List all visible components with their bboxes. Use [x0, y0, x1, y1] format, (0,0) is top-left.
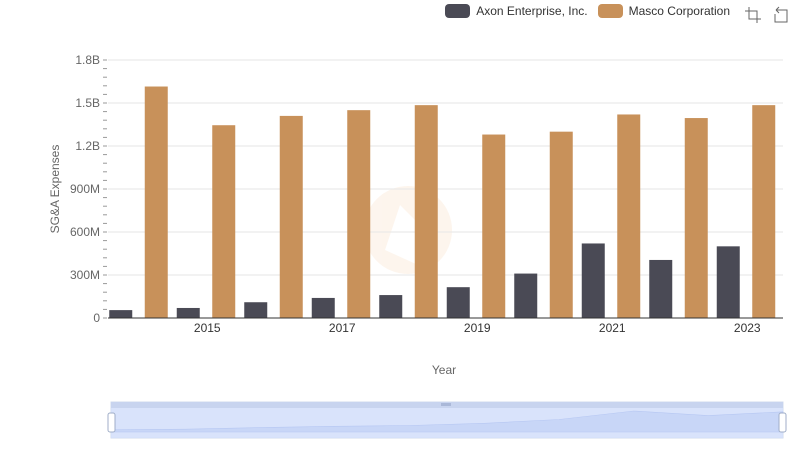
chart-legend: Axon Enterprise, Inc. Masco Corporation: [445, 4, 730, 18]
x-tick-label: 2015: [194, 321, 221, 335]
bar-masco-2021[interactable]: [617, 114, 641, 318]
bar-axon-2017[interactable]: [311, 297, 335, 318]
bar-axon-2023[interactable]: [716, 246, 740, 318]
bar-masco-2023[interactable]: [752, 105, 776, 319]
restore-icon[interactable]: [772, 6, 790, 24]
bar-masco-2016[interactable]: [279, 115, 303, 319]
zoom-drag-handle[interactable]: [441, 403, 451, 406]
bar-masco-2020[interactable]: [549, 131, 573, 318]
legend-swatch-masco: [597, 4, 623, 18]
bar-axon-2016[interactable]: [244, 302, 268, 318]
zoom-handle-right[interactable]: [778, 412, 787, 433]
bar-axon-2020[interactable]: [514, 273, 538, 318]
bar-masco-2017[interactable]: [347, 110, 371, 319]
bar-masco-2019[interactable]: [482, 134, 506, 318]
bar-axon-2018[interactable]: [379, 295, 403, 318]
y-axis-label: SG&A Expenses: [48, 145, 62, 234]
x-axis-label: Year: [432, 363, 456, 377]
zoom-icon[interactable]: [744, 6, 762, 24]
y-tick-label: 900M: [70, 182, 100, 196]
zoom-preview-line: [110, 410, 784, 433]
legend-label-masco: Masco Corporation: [628, 4, 730, 18]
y-tick-label: 1.2B: [75, 139, 100, 153]
y-tick-label: 1.8B: [75, 53, 100, 67]
x-tick-label: 2021: [599, 321, 626, 335]
legend-item-masco[interactable]: Masco Corporation: [597, 4, 730, 18]
bar-axon-2015[interactable]: [176, 307, 200, 318]
bar-series: [109, 86, 776, 319]
y-tick-label: 300M: [70, 268, 100, 282]
zoom-handle-left[interactable]: [107, 412, 116, 433]
bar-axon-2021[interactable]: [581, 243, 605, 318]
bar-axon-2019[interactable]: [446, 287, 470, 318]
bar-axon-2022[interactable]: [649, 259, 673, 318]
x-tick-label: 2023: [734, 321, 761, 335]
bar-axon-2014[interactable]: [109, 310, 133, 318]
legend-item-axon[interactable]: Axon Enterprise, Inc.: [445, 4, 588, 18]
legend-label-axon: Axon Enterprise, Inc.: [476, 4, 588, 18]
x-tick-label: 2019: [464, 321, 491, 335]
watermark-logo: [364, 186, 452, 274]
x-axis: 2015 2017 2019 2021 2023: [108, 317, 783, 335]
y-axis-ticks: 0 300M 600M 900M 1.2B 1.5B 1.8B: [70, 53, 107, 325]
bar-masco-2015[interactable]: [212, 125, 236, 318]
y-tick-label: 1.5B: [75, 96, 100, 110]
data-zoom-slider[interactable]: [107, 401, 787, 439]
bar-masco-2022[interactable]: [684, 118, 708, 318]
bar-masco-2014[interactable]: [144, 86, 168, 319]
y-tick-label: 600M: [70, 225, 100, 239]
bar-masco-2018[interactable]: [414, 105, 438, 319]
chart-toolbox: [744, 6, 790, 24]
x-tick-label: 2017: [329, 321, 356, 335]
legend-swatch-axon: [445, 4, 471, 18]
y-tick-label: 0: [93, 311, 100, 325]
